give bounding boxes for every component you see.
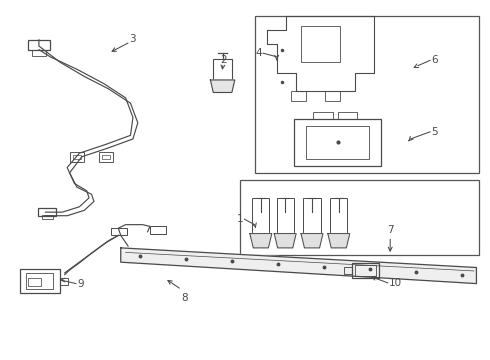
Polygon shape	[250, 234, 272, 248]
Bar	[325, 91, 340, 102]
Bar	[42, 215, 52, 219]
Bar	[28, 40, 50, 50]
Bar	[99, 152, 113, 162]
Polygon shape	[301, 234, 323, 248]
Text: 5: 5	[431, 127, 438, 137]
Bar	[28, 278, 41, 286]
Bar	[32, 50, 46, 56]
Bar	[294, 119, 381, 166]
Bar	[240, 180, 479, 255]
Bar	[20, 269, 60, 293]
Bar	[73, 155, 81, 159]
Polygon shape	[328, 234, 350, 248]
Bar	[338, 112, 357, 119]
Bar	[60, 278, 68, 285]
Bar	[355, 265, 376, 276]
Polygon shape	[274, 234, 296, 248]
Polygon shape	[121, 248, 476, 284]
Bar	[38, 207, 56, 216]
Text: 7: 7	[387, 225, 393, 235]
Bar	[255, 16, 479, 173]
Text: 8: 8	[181, 293, 187, 302]
Bar	[301, 26, 340, 62]
Bar	[150, 226, 166, 234]
Text: 2: 2	[220, 55, 226, 65]
Bar	[303, 198, 320, 234]
Bar	[111, 228, 126, 235]
Bar	[277, 198, 294, 234]
Text: 10: 10	[389, 278, 402, 288]
Bar	[291, 91, 306, 102]
Bar	[26, 273, 52, 289]
Polygon shape	[210, 80, 235, 93]
Bar	[306, 126, 369, 158]
Text: 4: 4	[255, 48, 262, 58]
Bar	[213, 59, 232, 80]
Bar	[70, 152, 84, 162]
Bar	[313, 112, 333, 119]
Text: 6: 6	[431, 55, 438, 65]
Bar	[330, 198, 347, 234]
Bar	[352, 263, 379, 278]
Text: 9: 9	[77, 279, 83, 289]
Text: 1: 1	[237, 214, 244, 224]
Bar	[344, 267, 352, 274]
Bar	[252, 198, 270, 234]
Bar	[102, 155, 110, 159]
Text: 3: 3	[130, 34, 136, 44]
